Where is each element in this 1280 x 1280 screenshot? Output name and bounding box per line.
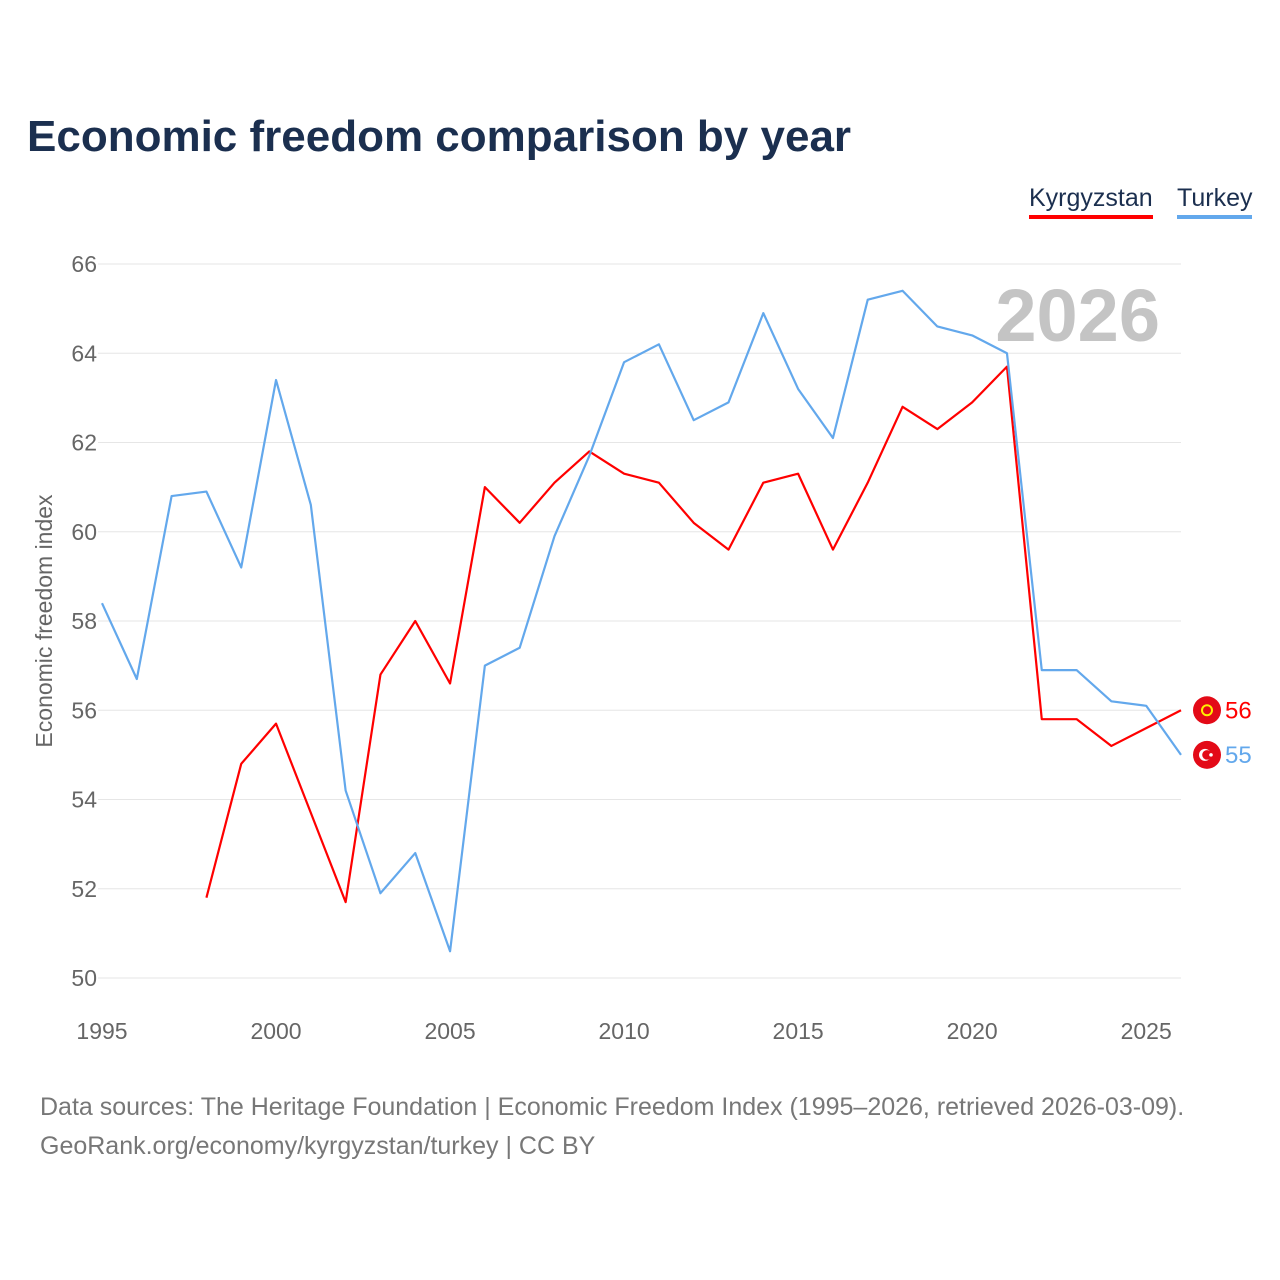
series-line-turkey xyxy=(101,289,1182,953)
x-tick-label: 2015 xyxy=(773,1018,824,1044)
y-tick-label: 54 xyxy=(71,787,97,813)
source-note: Data sources: The Heritage Foundation | … xyxy=(40,1088,1184,1166)
year-watermark: 2026 xyxy=(995,274,1160,357)
x-tick-label: 2020 xyxy=(947,1018,998,1044)
star-icon xyxy=(1209,753,1213,757)
x-tick-label: 2005 xyxy=(424,1018,475,1044)
y-tick-label: 64 xyxy=(71,340,97,366)
x-tick-label: 1995 xyxy=(76,1018,127,1044)
crescent-icon xyxy=(1202,750,1212,760)
source-line-1: Data sources: The Heritage Foundation | … xyxy=(40,1093,1185,1121)
y-axis-label: Economic freedom index xyxy=(31,494,57,748)
legend-item-turkey[interactable]: Turkey xyxy=(1177,184,1253,219)
y-tick-label: 66 xyxy=(71,251,97,277)
y-tick-label: 58 xyxy=(71,608,97,634)
series-line-kyrgyzstan xyxy=(205,365,1182,904)
y-tick-label: 56 xyxy=(71,697,97,723)
legend-item-kyrgyzstan[interactable]: Kyrgyzstan xyxy=(1029,184,1153,219)
y-tick-label: 50 xyxy=(71,965,97,991)
kyrgyzstan-flag-icon xyxy=(1193,696,1221,725)
chart-title: Economic freedom comparison by year xyxy=(27,112,852,161)
end-label-kyrgyzstan: 56 xyxy=(1225,697,1252,724)
y-tick-label: 62 xyxy=(71,430,97,456)
y-tick-label: 52 xyxy=(71,876,97,902)
source-line-2[interactable]: GeoRank.org/economy/kyrgyzstan/turkey | … xyxy=(40,1132,596,1160)
x-tick-label: 2000 xyxy=(250,1018,301,1044)
x-tick-label: 2025 xyxy=(1121,1018,1172,1044)
x-tick-label: 2010 xyxy=(599,1018,650,1044)
y-tick-label: 60 xyxy=(71,519,97,545)
end-label-turkey: 55 xyxy=(1225,742,1252,769)
sun-icon xyxy=(1201,704,1213,717)
